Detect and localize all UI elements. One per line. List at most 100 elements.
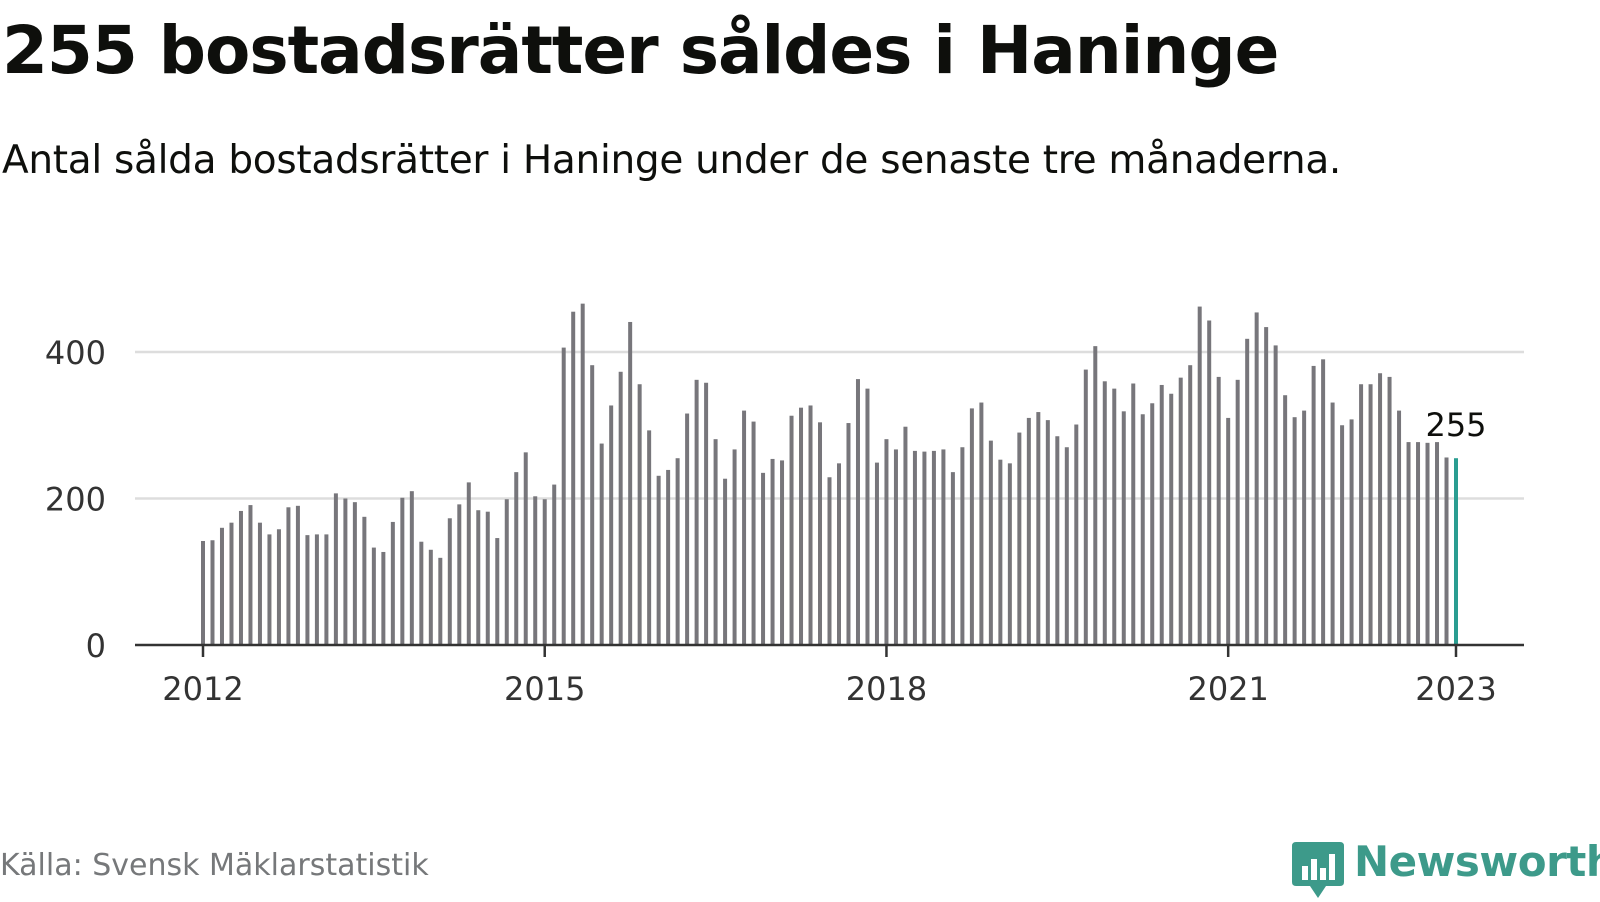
- bar: [618, 371, 623, 645]
- bar: [827, 477, 832, 645]
- bar: [846, 423, 851, 645]
- bar: [371, 547, 376, 645]
- bar: [988, 440, 993, 645]
- bar: [1349, 419, 1354, 645]
- bar: [438, 557, 443, 645]
- bar: [457, 504, 462, 645]
- bar: [495, 538, 500, 645]
- bar: [732, 449, 737, 645]
- bar: [628, 321, 633, 645]
- bar: [865, 388, 870, 646]
- bar: [419, 541, 424, 645]
- bar: [447, 518, 452, 645]
- source-note: Källa: Svensk Mäklarstatistik: [0, 848, 429, 883]
- bar: [1311, 365, 1316, 645]
- bar: [808, 405, 813, 645]
- bar: [1188, 365, 1193, 645]
- bar: [723, 478, 728, 645]
- bar: [912, 450, 917, 645]
- bar: [1159, 384, 1164, 645]
- bar: [1169, 393, 1174, 645]
- bar: [998, 459, 1003, 645]
- bar: [770, 458, 775, 645]
- bar: [201, 540, 205, 646]
- bar: [1416, 442, 1421, 645]
- bar: [1197, 306, 1202, 645]
- bar: [1102, 381, 1107, 645]
- bar: [666, 469, 671, 645]
- bar: [884, 439, 889, 645]
- bar: [314, 534, 319, 645]
- bar: [874, 462, 879, 645]
- bar: [1064, 447, 1069, 646]
- bar: [390, 521, 395, 645]
- bar: [1321, 359, 1326, 645]
- bar: [276, 529, 281, 645]
- bar: [552, 484, 557, 645]
- bar: [799, 407, 804, 645]
- chart-subtitle: Antal sålda bostadsrätter i Haninge unde…: [2, 138, 1342, 183]
- bar: [219, 527, 224, 645]
- bar: [305, 535, 310, 646]
- bar: [1330, 402, 1335, 645]
- bar: [1074, 424, 1079, 645]
- bar: [609, 405, 614, 645]
- bar: [713, 439, 718, 645]
- bar-chart: 0 200 400 2012 2015 2018 2021 2023 255: [45, 303, 1524, 708]
- bar: [257, 522, 262, 645]
- bar: [704, 382, 709, 645]
- bar: [571, 311, 576, 645]
- bar: [267, 534, 272, 645]
- bar: [789, 415, 794, 645]
- bar: [1055, 436, 1060, 645]
- bar: [343, 498, 348, 645]
- chart-title: 255 bostadsrätter såldes i Haninge: [2, 12, 1279, 89]
- bar: [836, 463, 841, 645]
- bar: [751, 421, 756, 645]
- bar: [561, 347, 566, 645]
- bar: [1387, 376, 1392, 645]
- bar: [229, 522, 234, 645]
- bar: [466, 482, 471, 645]
- bars: [201, 303, 1458, 646]
- bar: [1359, 384, 1364, 645]
- bar: [1435, 442, 1440, 645]
- bar: [941, 449, 946, 645]
- highlight-value-label: 255: [1425, 406, 1486, 444]
- newsworthy-logo-icon: [1292, 842, 1344, 898]
- bar: [637, 384, 642, 645]
- bar: [1226, 417, 1231, 645]
- bar: [647, 430, 652, 645]
- bar: [1302, 410, 1307, 645]
- bar: [1083, 369, 1088, 645]
- bar: [761, 472, 766, 645]
- x-tick-label: 2015: [504, 670, 585, 708]
- bar: [409, 491, 414, 645]
- bar: [1007, 463, 1012, 645]
- brand-name: Newsworthy: [1354, 837, 1600, 886]
- bar: [1178, 377, 1183, 645]
- bar: [780, 460, 785, 645]
- bar: [893, 449, 898, 645]
- bar: [1378, 373, 1383, 645]
- brand-logo: Newsworthy: [1292, 837, 1600, 902]
- bar: [1045, 420, 1050, 645]
- bar: [381, 551, 386, 645]
- bar: [523, 452, 528, 645]
- bar: [1254, 312, 1259, 645]
- bar: [428, 549, 433, 645]
- bar: [1292, 417, 1297, 645]
- bar: [931, 450, 936, 645]
- bar: [1368, 384, 1373, 645]
- bar: [476, 510, 481, 645]
- bar: [580, 303, 585, 645]
- bar: [1121, 411, 1126, 645]
- bar: [1140, 414, 1145, 645]
- grid-lines: [135, 350, 1524, 500]
- bar: [656, 475, 661, 645]
- bar: [1093, 346, 1098, 645]
- bar: [960, 447, 965, 646]
- bar: [742, 410, 747, 645]
- bar: [238, 510, 243, 645]
- x-tick-label: 2021: [1187, 670, 1268, 708]
